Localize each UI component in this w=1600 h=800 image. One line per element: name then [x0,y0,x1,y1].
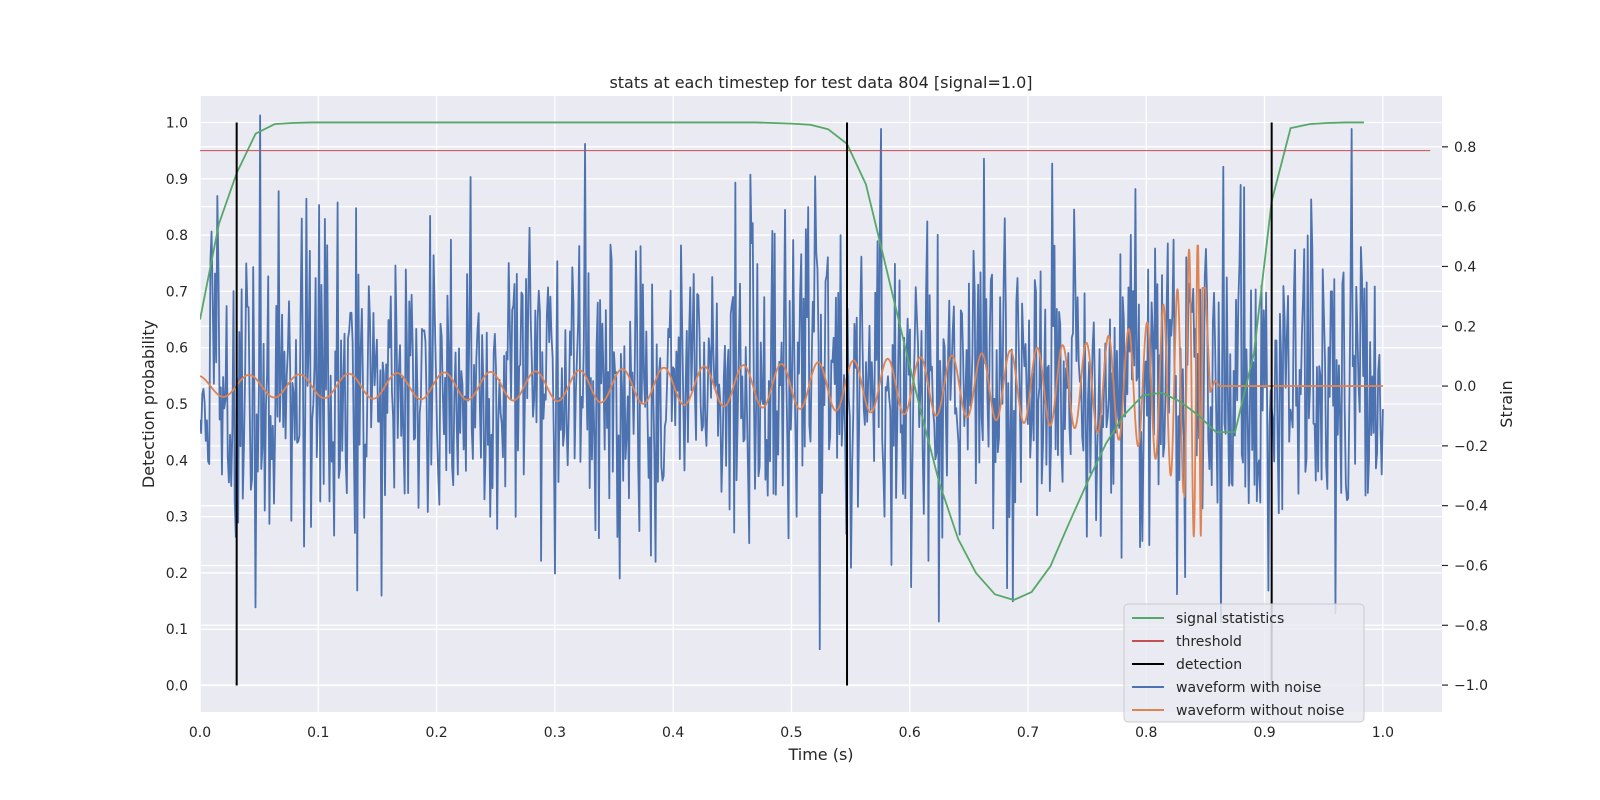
x-tick-label: 0.9 [1253,725,1275,741]
x-tick-label: 0.4 [662,725,684,741]
legend-label: signal statistics [1176,611,1284,627]
chart-title: stats at each timestep for test data 804… [609,73,1032,92]
legend-items: signal statistics threshold detection wavef… [1132,611,1344,719]
y2-axis-label: Strain [1497,380,1516,427]
x-tick-label: 0.0 [189,725,211,741]
legend-label: threshold [1176,634,1242,650]
y2-tick-label: 0.8 [1454,140,1476,156]
y-tick-label: 0.8 [166,228,188,244]
legend-label: waveform with noise [1176,680,1321,696]
y2-tick-label: 0.2 [1454,319,1476,335]
y-tick-label: 0.2 [166,566,188,582]
y-tick-label: 1.0 [166,115,188,131]
x-tick-label: 0.2 [425,725,447,741]
x-tick-label: 0.7 [1017,725,1039,741]
y2-tick-label: 0.4 [1454,259,1476,275]
y2-tick-label: −0.4 [1454,499,1488,515]
legend-box [1123,603,1365,723]
series-signal-statistics [200,121,1364,601]
y-tick-label: 0.1 [166,622,188,638]
y-axis-label: Detection probability [139,320,158,488]
y2-tick-label: −0.2 [1454,439,1488,455]
y-tick-label: 0.3 [166,510,188,526]
x-tick-label: 0.5 [780,725,802,741]
y2-tick-label: −0.6 [1454,558,1488,574]
y-tick-label: 0.7 [166,284,188,300]
y-tick-label: 0.0 [166,679,188,695]
y2-axis-ticks: −1.0 −0.8 −0.6 −0.4 −0.2 0.0 0.2 0.4 0.6 0.8 [1442,140,1488,694]
y-tick-label: 0.5 [166,397,188,413]
x-tick-label: 0.8 [1135,725,1157,741]
x-tick-label: 0.6 [899,725,921,741]
x-axis-ticks: 0.0 0.1 0.2 0.3 0.4 0.5 0.6 0.7 0.8 0.9 1.0 [189,725,1394,741]
y-axis-ticks: 0.0 0.1 0.2 0.3 0.4 0.5 0.6 0.7 0.8 0.9 1.0 [166,115,188,694]
x-axis-label: Time (s) [787,745,853,764]
legend: signal statistics threshold detection wavef… [1123,603,1365,723]
series-layer [200,114,1431,686]
x-tick-label: 1.0 [1372,725,1394,741]
legend-label: waveform without noise [1176,703,1344,719]
y2-tick-label: 0.6 [1454,200,1476,216]
y-tick-label: 0.6 [166,341,188,357]
y-tick-label: 0.9 [166,172,188,188]
x-tick-label: 0.3 [544,725,566,741]
y2-tick-label: −1.0 [1454,678,1488,694]
legend-label: detection [1176,657,1242,673]
y2-tick-label: −0.8 [1454,618,1488,634]
series-waveform-without-noise [200,244,1383,538]
plot-series [200,114,1431,686]
x-tick-label: 0.1 [307,725,329,741]
y-tick-label: 0.4 [166,453,188,469]
y2-tick-label: 0.0 [1454,379,1476,395]
